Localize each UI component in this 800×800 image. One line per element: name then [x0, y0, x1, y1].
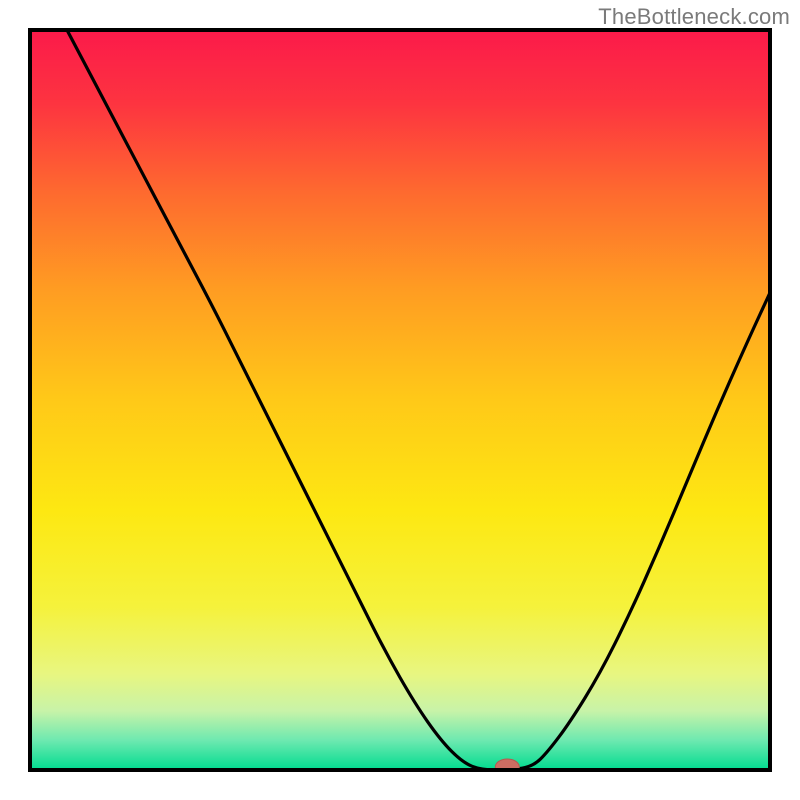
chart-frame: TheBottleneck.com — [0, 0, 800, 800]
watermark-text: TheBottleneck.com — [598, 4, 790, 30]
bottleneck-chart — [0, 0, 800, 800]
optimal-marker — [495, 759, 519, 775]
plot-background — [30, 30, 770, 770]
